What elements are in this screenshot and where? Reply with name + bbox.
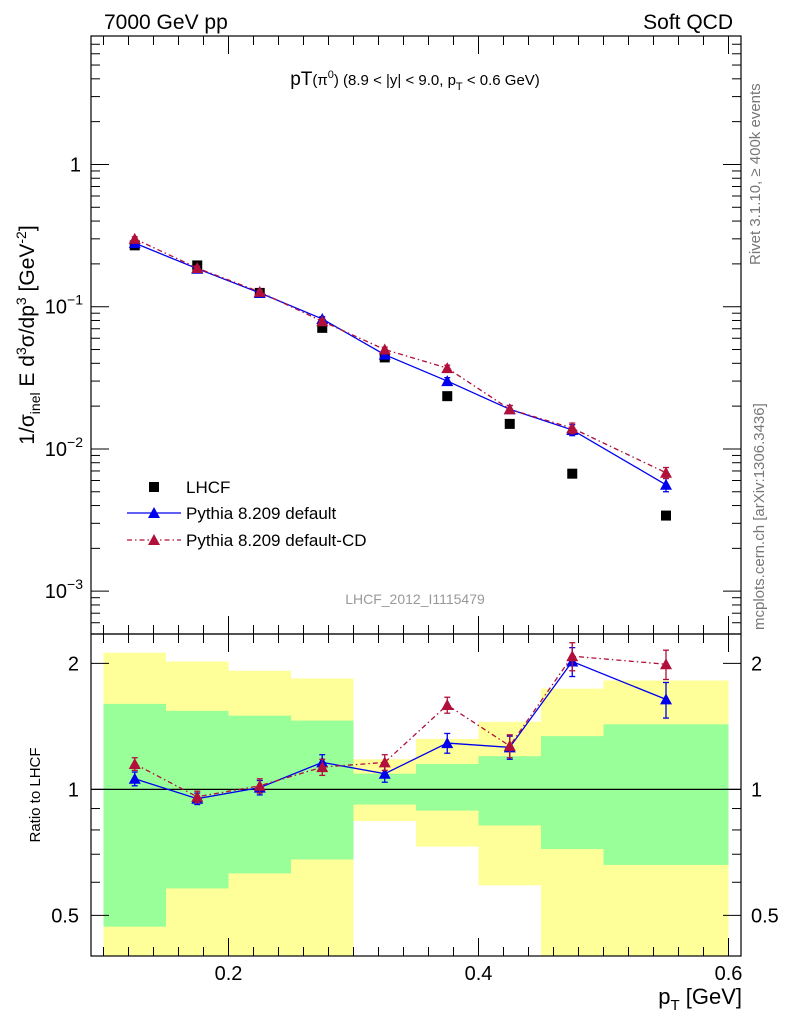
legend-marker-2 xyxy=(148,534,160,545)
ratio-y-tick-label-right-2: 2 xyxy=(751,653,762,675)
main-point-s0-5 xyxy=(442,391,453,402)
ratio-point-s0-5 xyxy=(441,737,454,749)
band-inner-7 xyxy=(541,736,604,850)
main-axis-ticks: 1 10−1 10−2 10−3 xyxy=(45,35,741,635)
ratio-point-s1-7 xyxy=(566,650,579,662)
ratio-point-s0-4 xyxy=(378,767,391,779)
main-point-s2-0 xyxy=(128,232,141,244)
ratio-point-s1-0 xyxy=(128,757,141,769)
main-y-tick-label-0: 1 xyxy=(70,154,81,176)
analysis-label: LHCF_2012_I1115479 xyxy=(345,591,485,607)
ratio-point-s1-2 xyxy=(253,779,266,791)
header-left: 7000 GeV pp xyxy=(104,11,228,34)
main-point-s0-3 xyxy=(317,322,328,333)
ratio-point-s0-0 xyxy=(128,772,141,784)
x-tick-label-2: 0.6 xyxy=(715,963,743,985)
ratio-frame xyxy=(90,633,742,957)
band-inner-6 xyxy=(478,756,541,826)
ratio-series xyxy=(128,642,672,806)
main-point-s2-7 xyxy=(566,422,579,434)
ratio-point-s1-1 xyxy=(191,790,204,802)
main-point-s2-1 xyxy=(191,262,204,274)
x-axis-label: pT [GeV] xyxy=(658,984,742,1014)
main-point-s2-2 xyxy=(253,285,266,297)
main-point-s2-6 xyxy=(503,403,516,415)
main-plot-area xyxy=(91,36,741,634)
plot-title: pT(π0) (8.9 < |y| < 9.0, pT < 0.6 GeV) xyxy=(290,69,540,93)
main-point-s1-8 xyxy=(660,478,672,490)
main-point-s0-7 xyxy=(567,468,578,479)
legend-label-0: LHCF xyxy=(186,478,230,497)
ratio-y-axis-label: Ratio to LHCF xyxy=(27,747,44,842)
ratio-point-s1-3 xyxy=(316,761,329,773)
ratio-y-tick-label-left-0: 0.5 xyxy=(51,905,79,927)
legend: LHCF Pythia 8.209 default Pythia 8.209 def… xyxy=(127,478,367,550)
band-inner-0 xyxy=(103,703,166,927)
ratio-point-s0-8 xyxy=(660,693,672,705)
ratio-point-s1-8 xyxy=(660,658,672,670)
mcplots-label: mcplots.cern.ch [arXiv:1306.3436] xyxy=(751,403,768,630)
ratio-uncertainty-bands xyxy=(91,652,741,956)
main-y-axis-label: 1/σinel E d3σ/dp3 [GeV-2] xyxy=(13,225,43,444)
main-point-s0-6 xyxy=(504,418,515,429)
ratio-y-tick-label-left-1: 1 xyxy=(68,779,79,801)
ratio-point-s1-5 xyxy=(441,699,454,711)
ratio-axis-ticks: 0.5 0.5 1 1 2 2 0.2 0.4 0.6 xyxy=(51,634,779,985)
legend-marker-1 xyxy=(148,507,160,518)
legend-label-2: Pythia 8.209 default-CD xyxy=(186,531,367,550)
main-point-s1-5 xyxy=(441,375,454,387)
ratio-y-tick-label-left-2: 2 xyxy=(68,653,79,675)
main-y-tick-label-3: 10−3 xyxy=(45,576,83,603)
main-point-s2-3 xyxy=(316,315,329,327)
main-line-series-2 xyxy=(134,238,667,474)
main-point-s2-5 xyxy=(441,362,454,374)
ratio-y-tick-label-right-1: 1 xyxy=(751,779,762,801)
ratio-point-s1-4 xyxy=(378,756,391,768)
main-point-s2-8 xyxy=(660,466,672,478)
ratio-point-s1-6 xyxy=(503,739,516,751)
legend-label-1: Pythia 8.209 default xyxy=(186,504,337,523)
ratio-y-tick-label-right-0: 0.5 xyxy=(751,905,779,927)
band-inner-8 xyxy=(603,724,729,865)
main-y-tick-label-1: 10−1 xyxy=(45,292,83,319)
main-series xyxy=(128,232,672,521)
x-tick-label-1: 0.4 xyxy=(465,963,493,985)
main-point-s0-8 xyxy=(661,510,671,521)
header-right: Soft QCD xyxy=(643,11,733,34)
band-inner-5 xyxy=(416,763,479,811)
ratio-line-series-1 xyxy=(134,655,667,798)
main-y-tick-label-2: 10−2 xyxy=(45,434,83,461)
x-tick-label-0: 0.2 xyxy=(215,963,243,985)
band-inner-3 xyxy=(291,720,354,860)
rivet-label: Rivet 3.1.10, ≥ 400k events xyxy=(747,83,764,265)
main-point-s2-4 xyxy=(378,343,391,355)
legend-marker-0 xyxy=(149,482,159,492)
